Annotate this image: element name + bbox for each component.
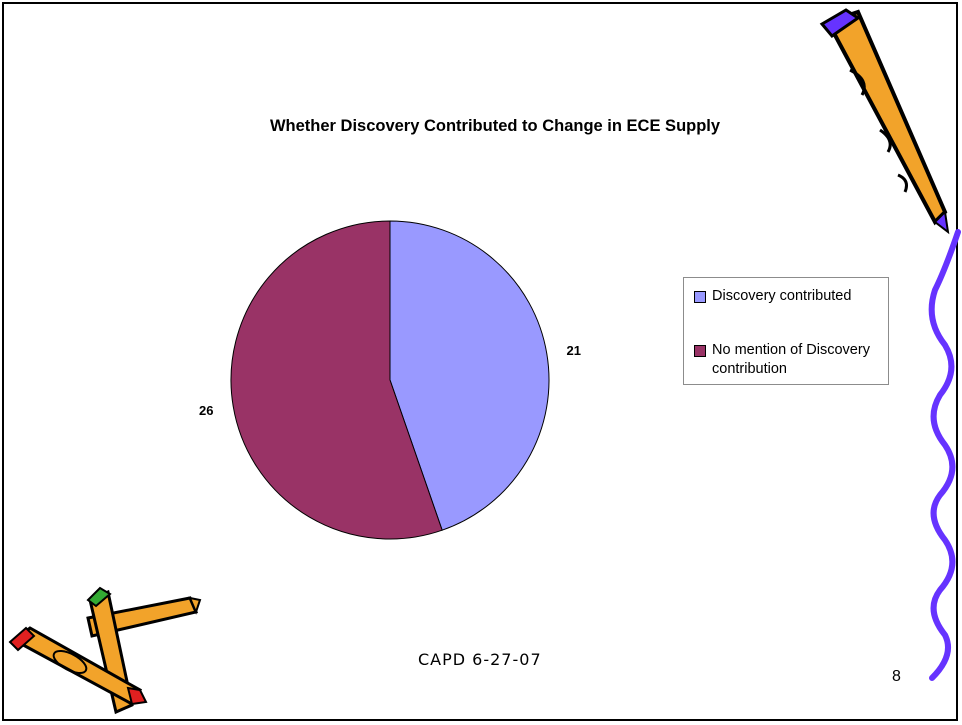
- pie-slice: [389, 220, 550, 531]
- pie-data-labels: 21 26: [199, 343, 581, 418]
- pie-data-label: 21: [567, 343, 581, 358]
- legend-label: No mention of Discovery contribution: [712, 342, 870, 377]
- legend-swatch: [694, 345, 706, 357]
- chart-legend: Discovery contributed No mention of Disc…: [683, 277, 889, 385]
- crayons-icon: [8, 586, 202, 715]
- pie-slice: [230, 220, 443, 540]
- squiggle-line: [928, 229, 961, 681]
- pie-slices: [230, 220, 550, 540]
- pencil-icon: [819, 8, 950, 235]
- page-number: 8: [892, 668, 901, 685]
- legend-item: No mention of Discovery contribution: [694, 341, 887, 379]
- legend-label: Discovery contributed: [712, 288, 852, 304]
- legend-swatch: [694, 291, 706, 303]
- slide-footer: CAPD 6-27-07: [418, 650, 542, 669]
- chart-title: Whether Discovery Contributed to Change …: [269, 117, 721, 135]
- pie-data-label: 26: [199, 403, 213, 418]
- legend-item: Discovery contributed: [694, 287, 887, 306]
